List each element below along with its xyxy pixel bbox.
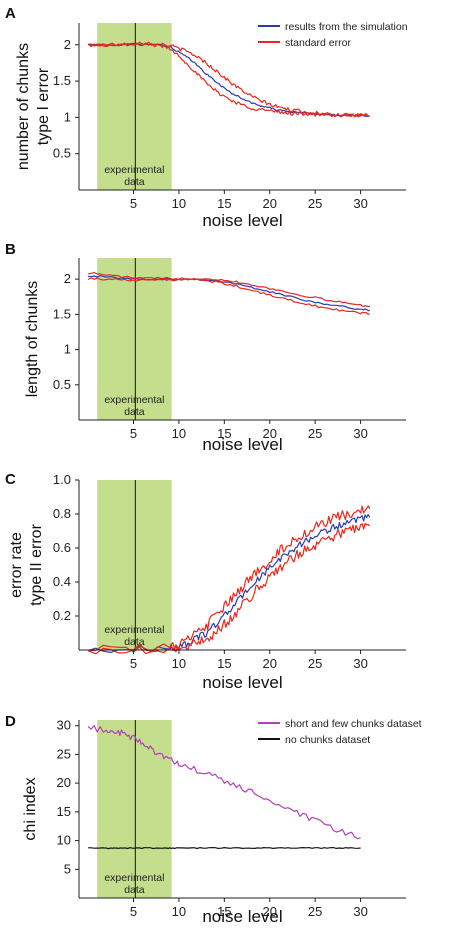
- y-tick-label: 20: [57, 775, 71, 790]
- series-line-black: [88, 847, 361, 850]
- x-tick-label: 25: [308, 904, 322, 919]
- x-tick-label: 25: [308, 656, 322, 671]
- series-line-purple: [87, 725, 361, 840]
- y-tick-label: 0.4: [53, 574, 71, 589]
- y-tick-label: 2: [64, 271, 71, 286]
- y-tick-label: 0.5: [53, 146, 71, 161]
- x-tick-label: 5: [130, 196, 137, 211]
- experimental-label: experimental: [104, 394, 164, 406]
- y-tick-label: 1.0: [53, 472, 71, 487]
- y-tick-label: 1.5: [53, 306, 71, 321]
- series-line-red: [87, 42, 370, 118]
- x-axis-label: noise level: [202, 673, 282, 692]
- x-tick-label: 15: [217, 656, 231, 671]
- series-line-red: [87, 505, 371, 655]
- x-tick-label: 10: [172, 656, 186, 671]
- y-axis-label: type II error: [28, 523, 45, 605]
- x-tick-label: 25: [308, 196, 322, 211]
- x-tick-label: 20: [263, 196, 277, 211]
- experimental-label: experimental: [104, 872, 164, 884]
- x-tick-label: 15: [217, 426, 231, 441]
- x-tick-label: 5: [130, 426, 137, 441]
- x-tick-label: 10: [172, 196, 186, 211]
- y-tick-label: 1: [64, 342, 71, 357]
- x-tick-label: 30: [353, 656, 367, 671]
- y-tick-label: 2: [64, 37, 71, 52]
- y-axis-label: type I error: [35, 67, 52, 145]
- series-line-red: [88, 272, 371, 308]
- y-tick-label: 10: [57, 833, 71, 848]
- x-axis-label: noise level: [202, 211, 282, 230]
- y-tick-label: 15: [57, 804, 71, 819]
- x-tick-label: 20: [263, 426, 277, 441]
- legend-entry: short and few chunks dataset: [285, 718, 422, 730]
- experimental-region: [97, 23, 172, 190]
- x-tick-label: 10: [172, 904, 186, 919]
- legend-entry: results from the simulation: [285, 21, 408, 33]
- x-tick-label: 20: [263, 904, 277, 919]
- x-tick-label: 15: [217, 196, 231, 211]
- experimental-region: [97, 258, 172, 420]
- x-tick-label: 30: [353, 196, 367, 211]
- y-tick-label: 0.2: [53, 608, 71, 623]
- y-tick-label: 25: [57, 746, 71, 761]
- series-line-red: [87, 277, 371, 316]
- experimental-label: experimental: [104, 624, 164, 636]
- x-tick-label: 30: [353, 426, 367, 441]
- experimental-label: data: [124, 406, 145, 418]
- y-tick-label: 1.5: [53, 73, 71, 88]
- x-axis-label: noise level: [202, 435, 282, 454]
- x-tick-label: 5: [130, 904, 137, 919]
- x-tick-label: 10: [172, 426, 186, 441]
- y-axis-label: length of chunks: [24, 281, 41, 398]
- panel-letter: C: [5, 471, 16, 488]
- series-line-blue: [87, 513, 371, 653]
- experimental-label: data: [124, 176, 145, 188]
- legend-entry: standard error: [285, 37, 351, 49]
- y-tick-label: 5: [64, 861, 71, 876]
- y-axis-label: chi index: [22, 777, 39, 840]
- x-axis-label: noise level: [202, 907, 282, 926]
- y-tick-label: 30: [57, 718, 71, 733]
- y-axis-label: error rate: [8, 532, 25, 598]
- experimental-label: experimental: [104, 164, 164, 176]
- x-tick-label: 20: [263, 656, 277, 671]
- panel-letter: D: [5, 713, 16, 730]
- panel-letter: B: [5, 241, 16, 258]
- y-tick-label: 0.6: [53, 540, 71, 555]
- x-tick-label: 15: [217, 904, 231, 919]
- series-line-red: [88, 522, 371, 655]
- x-tick-label: 25: [308, 426, 322, 441]
- y-tick-label: 0.8: [53, 506, 71, 521]
- panel-letter: A: [5, 5, 16, 22]
- x-tick-label: 30: [353, 904, 367, 919]
- experimental-region: [97, 480, 172, 650]
- experimental-label: data: [124, 884, 145, 896]
- experimental-region: [97, 720, 172, 898]
- x-tick-label: 5: [130, 656, 137, 671]
- experimental-label: data: [124, 636, 145, 648]
- y-tick-label: 1: [64, 109, 71, 124]
- y-tick-label: 0.5: [53, 377, 71, 392]
- y-axis-label: number of chunks: [15, 43, 32, 170]
- legend-entry: no chunks dataset: [285, 734, 370, 746]
